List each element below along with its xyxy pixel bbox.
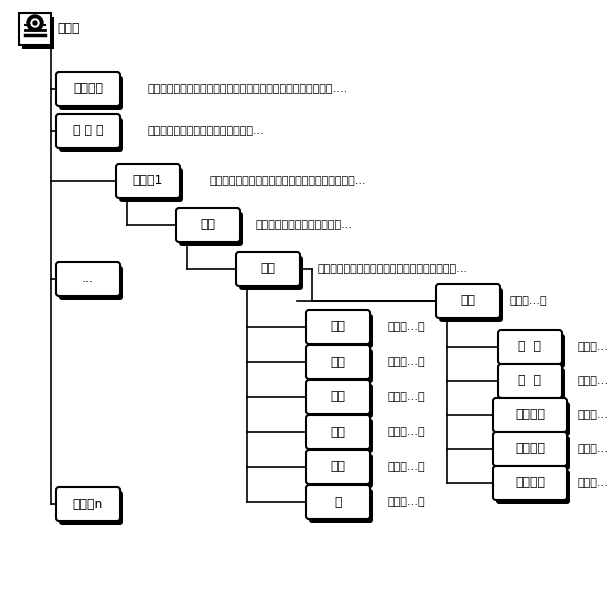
- FancyBboxPatch shape: [239, 256, 303, 290]
- FancyBboxPatch shape: [309, 349, 373, 383]
- FancyBboxPatch shape: [179, 212, 243, 246]
- Text: 常量定义: 常量定义: [73, 83, 103, 95]
- FancyBboxPatch shape: [59, 76, 123, 110]
- Text: （属性…）: （属性…）: [578, 478, 608, 488]
- Text: （属性…）: （属性…）: [388, 462, 426, 472]
- FancyBboxPatch shape: [56, 487, 120, 521]
- FancyBboxPatch shape: [439, 288, 503, 322]
- FancyBboxPatch shape: [59, 118, 123, 152]
- Circle shape: [33, 21, 37, 25]
- FancyBboxPatch shape: [309, 454, 373, 488]
- FancyBboxPatch shape: [498, 330, 562, 364]
- FancyBboxPatch shape: [306, 380, 370, 414]
- Text: 遥  测: 遥 测: [519, 374, 542, 388]
- Text: （属性…）: （属性…）: [388, 497, 426, 507]
- FancyBboxPatch shape: [501, 334, 565, 368]
- FancyBboxPatch shape: [116, 164, 180, 198]
- FancyBboxPatch shape: [56, 262, 120, 296]
- Text: 把手: 把手: [331, 461, 345, 473]
- FancyBboxPatch shape: [306, 415, 370, 449]
- FancyBboxPatch shape: [493, 466, 567, 500]
- FancyBboxPatch shape: [309, 314, 373, 348]
- Text: （属性…）: （属性…）: [578, 376, 608, 386]
- Text: 小室: 小室: [201, 219, 215, 231]
- Text: 变电站n: 变电站n: [73, 498, 103, 510]
- FancyBboxPatch shape: [496, 436, 570, 470]
- Bar: [22, 17, 54, 49]
- Text: 表计: 表计: [331, 425, 345, 438]
- Text: （属性…）: （属性…）: [388, 357, 426, 367]
- FancyBboxPatch shape: [498, 364, 562, 398]
- Bar: [19, 13, 51, 45]
- Text: 小室类型，名称，别名，位置...: 小室类型，名称，别名，位置...: [255, 220, 352, 230]
- FancyBboxPatch shape: [306, 345, 370, 379]
- FancyBboxPatch shape: [306, 450, 370, 484]
- Text: 变电站1: 变电站1: [133, 174, 163, 187]
- FancyBboxPatch shape: [493, 432, 567, 466]
- Text: 屏柜: 屏柜: [260, 262, 275, 276]
- FancyBboxPatch shape: [119, 168, 183, 202]
- FancyBboxPatch shape: [309, 419, 373, 453]
- Text: （属性…）: （属性…）: [578, 342, 608, 352]
- FancyBboxPatch shape: [236, 252, 300, 286]
- Text: （属性…）: （属性…）: [388, 392, 426, 402]
- Text: 集 控 站: 集 控 站: [73, 125, 103, 138]
- Text: 保护信号: 保护信号: [515, 409, 545, 422]
- FancyBboxPatch shape: [59, 266, 123, 300]
- FancyBboxPatch shape: [59, 491, 123, 525]
- Text: 装置类型，压板类型，空气开关类型，切换把手类型，表计类型….: 装置类型，压板类型，空气开关类型，切换把手类型，表计类型….: [148, 84, 348, 94]
- FancyBboxPatch shape: [309, 384, 373, 418]
- Text: ...: ...: [82, 273, 94, 286]
- FancyBboxPatch shape: [309, 489, 373, 523]
- Circle shape: [31, 19, 39, 27]
- Text: 屏柜类型，名称，别名，位置，标签，功能属性...: 屏柜类型，名称，别名，位置，标签，功能属性...: [318, 264, 468, 274]
- Text: 空开: 空开: [331, 355, 345, 368]
- FancyBboxPatch shape: [56, 114, 120, 148]
- Text: 变电站类型，名称，别名，位置，标签，使用贴图...: 变电站类型，名称，别名，位置，标签，使用贴图...: [210, 176, 367, 186]
- Text: 按鈕: 按鈕: [331, 391, 345, 404]
- Text: 关联装置: 关联装置: [515, 443, 545, 455]
- FancyBboxPatch shape: [436, 284, 500, 318]
- Text: 根节点: 根节点: [57, 23, 80, 35]
- Text: （属性…）: （属性…）: [578, 410, 608, 420]
- Text: （属性…）: （属性…）: [510, 296, 548, 306]
- Text: 遥  信: 遥 信: [519, 340, 542, 353]
- FancyBboxPatch shape: [306, 310, 370, 344]
- Text: （属性…）: （属性…）: [388, 427, 426, 437]
- Text: 装置: 装置: [460, 295, 475, 307]
- FancyBboxPatch shape: [306, 485, 370, 519]
- FancyBboxPatch shape: [176, 208, 240, 242]
- FancyBboxPatch shape: [496, 470, 570, 504]
- FancyBboxPatch shape: [496, 402, 570, 436]
- Text: 关联设备: 关联设备: [515, 476, 545, 489]
- Text: （属性…）: （属性…）: [578, 444, 608, 454]
- FancyBboxPatch shape: [56, 72, 120, 106]
- Text: 压板: 压板: [331, 320, 345, 334]
- Text: 变电站类型，名称，别名，使用贴图...: 变电站类型，名称，别名，使用贴图...: [148, 126, 265, 136]
- Text: 灯: 灯: [334, 495, 342, 509]
- Circle shape: [27, 15, 43, 31]
- FancyBboxPatch shape: [501, 368, 565, 402]
- FancyBboxPatch shape: [493, 398, 567, 432]
- Text: （属性…）: （属性…）: [388, 322, 426, 332]
